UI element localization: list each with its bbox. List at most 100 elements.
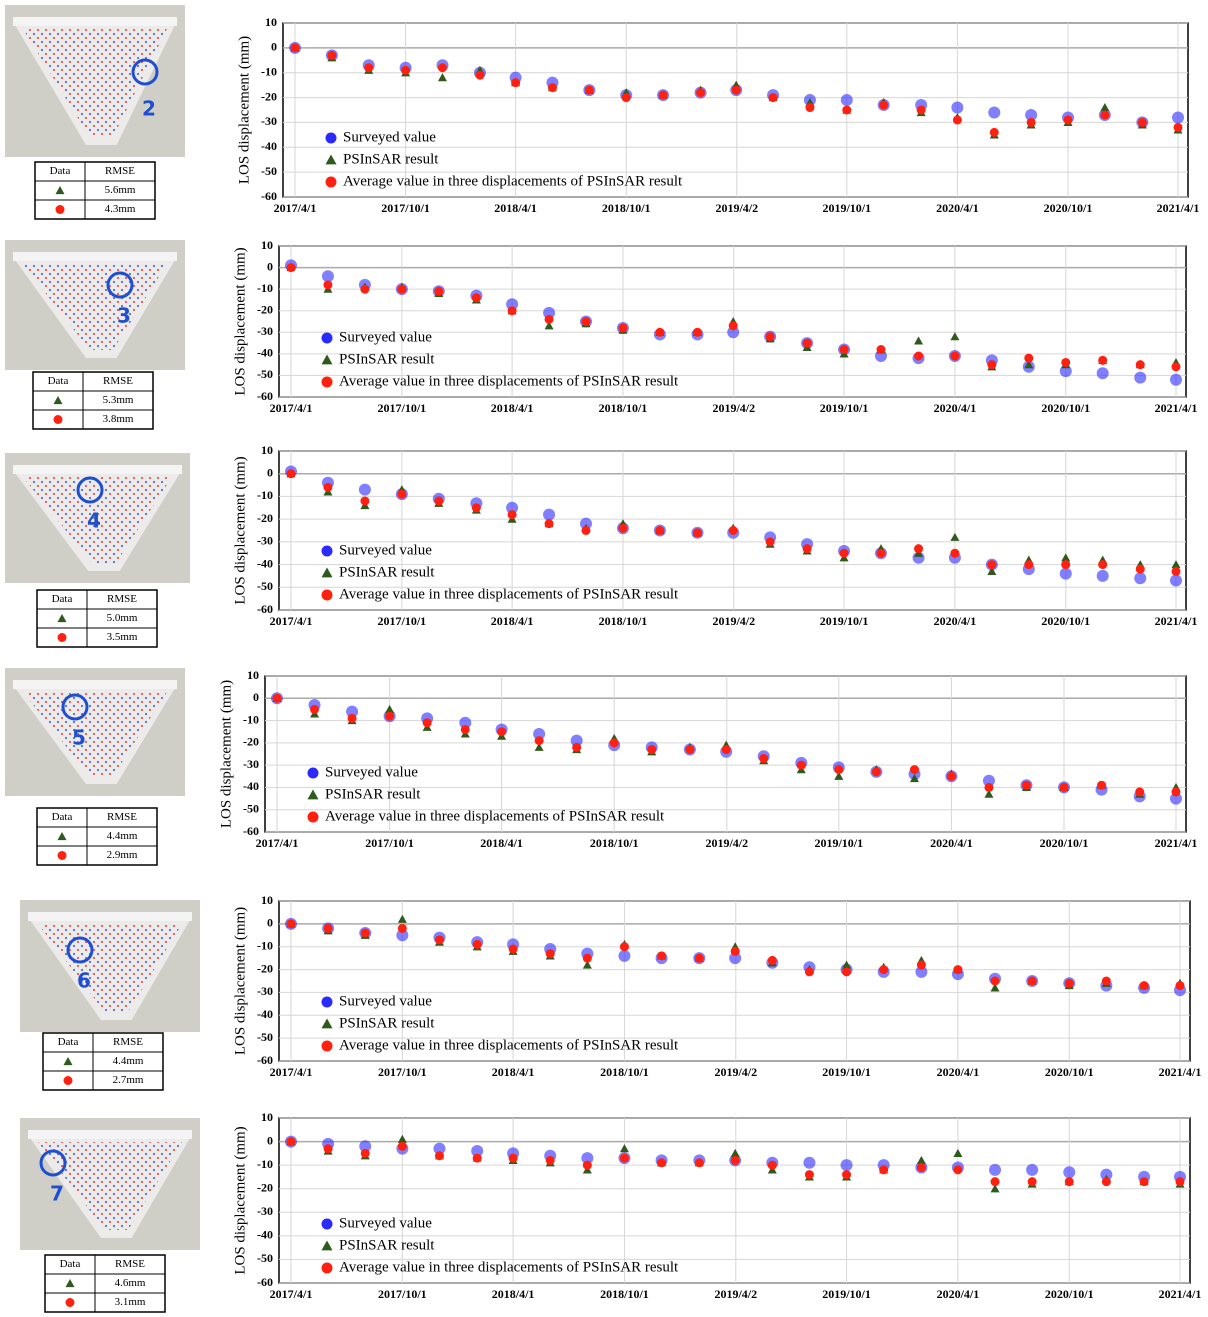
legend-symbol: [321, 567, 333, 578]
rmse-value: 3.8mm: [103, 413, 134, 425]
y-tick-label: 0: [271, 40, 277, 54]
circle-point: [1134, 572, 1147, 585]
triangle-point: [842, 960, 852, 969]
x-tick-label: 2017/4/1: [270, 1287, 313, 1301]
table-symbol: [57, 614, 67, 623]
site-label: 2: [142, 97, 156, 121]
plot-area: [278, 1117, 1191, 1284]
y-tick-label: 10: [261, 443, 273, 457]
rmse-table: [32, 371, 154, 430]
x-tick-label: 2020/10/1: [1045, 1287, 1094, 1301]
circle-point: [1098, 355, 1108, 365]
circle-point: [460, 724, 470, 734]
circle-point: [909, 765, 919, 775]
circle-point: [914, 544, 924, 554]
x-tick-label: 2019/4/2: [712, 401, 755, 415]
circle-point: [544, 314, 554, 324]
circle-point: [729, 952, 742, 965]
triangle-point: [397, 914, 407, 923]
circle-point: [396, 929, 409, 942]
x-tick-label: 2020/4/1: [937, 1065, 980, 1079]
x-tick-label: 2019/4/2: [714, 1287, 757, 1301]
circle-point: [1171, 362, 1181, 372]
y-axis-label: LOS displacement (mm): [232, 456, 248, 604]
rmse-table: [36, 807, 158, 866]
table-symbol: [55, 205, 65, 214]
rmse-value: 3.1mm: [115, 1296, 146, 1308]
map-crest: [13, 252, 177, 261]
circle-point: [767, 955, 777, 965]
circle-point: [767, 1160, 777, 1170]
circle-point: [802, 338, 812, 348]
table-header: RMSE: [103, 375, 133, 387]
circle-point: [842, 1170, 852, 1180]
circle-point: [507, 510, 517, 520]
circle-point: [657, 1158, 667, 1168]
y-tick-label: -50: [257, 579, 273, 593]
circle-point: [915, 965, 928, 978]
x-tick-label: 2018/4/1: [491, 401, 534, 415]
y-tick-label: -60: [257, 1275, 273, 1289]
x-tick-label: 2021/4/1: [1155, 836, 1198, 850]
circle-point: [1059, 567, 1072, 580]
table-symbol: [63, 1076, 73, 1085]
x-tick-label: 2020/10/1: [1045, 1065, 1094, 1079]
circle-point: [619, 942, 629, 952]
circle-point: [286, 1137, 296, 1147]
x-tick-label: 2018/4/1: [492, 1287, 535, 1301]
circle-point: [572, 742, 582, 752]
map-crest: [13, 465, 182, 474]
legend-label: PSInSAR result: [339, 564, 435, 580]
x-tick-label: 2020/10/1: [1044, 201, 1093, 215]
circle-point: [1064, 978, 1074, 988]
circle-point: [765, 332, 775, 342]
circle-point: [805, 103, 815, 113]
circle-point: [647, 745, 657, 755]
x-tick-label: 2018/10/1: [600, 1287, 649, 1301]
x-tick-label: 2020/4/1: [937, 1287, 980, 1301]
x-tick-label: 2018/4/1: [480, 836, 523, 850]
y-axis-label: LOS displacement (mm): [232, 1126, 248, 1274]
triangle-point: [544, 321, 554, 330]
x-tick-label: 2021/4/1: [1159, 1065, 1202, 1079]
circle-point: [876, 345, 886, 355]
rmse-table: [44, 1254, 166, 1313]
y-tick-label: -10: [257, 488, 273, 502]
triangle-point: [987, 566, 997, 575]
triangle-point: [397, 1134, 407, 1143]
y-tick-label: -40: [257, 1007, 273, 1021]
legend-label: PSInSAR result: [339, 351, 435, 367]
x-tick-label: 2018/10/1: [600, 1065, 649, 1079]
circle-point: [511, 78, 521, 88]
y-tick-label: -60: [257, 1053, 273, 1067]
circle-point: [1139, 1177, 1149, 1187]
circle-point: [544, 519, 554, 529]
x-tick-label: 2019/4/2: [714, 1065, 757, 1079]
x-tick-label: 2018/10/1: [602, 201, 651, 215]
y-tick-label: -50: [257, 1251, 273, 1265]
y-tick-label: 0: [267, 259, 273, 273]
circle-point: [946, 771, 956, 781]
legend-label: Average value in three displacements of …: [339, 1259, 679, 1275]
table-header: Data: [58, 1036, 79, 1048]
circle-point: [397, 1141, 407, 1151]
legend-symbol: [307, 811, 319, 823]
x-tick-label: 2020/4/1: [930, 836, 973, 850]
circle-point: [984, 782, 994, 792]
circle-point: [1061, 357, 1071, 367]
x-tick-label: 2018/4/1: [492, 1065, 535, 1079]
circle-point: [618, 323, 628, 333]
x-tick-label: 2020/4/1: [934, 614, 977, 628]
circle-point: [545, 1155, 555, 1165]
circle-point: [533, 727, 546, 740]
map-crest: [28, 912, 192, 921]
rmse-value: 4.3mm: [105, 203, 136, 215]
x-tick-label: 2019/4/2: [715, 201, 758, 215]
site-marker: [39, 1149, 67, 1177]
y-tick-label: 10: [265, 15, 277, 29]
rmse-table: [42, 1032, 164, 1091]
site-marker: [66, 936, 94, 964]
y-tick-label: -20: [257, 1180, 273, 1194]
circle-point: [1061, 560, 1071, 570]
triangle-point: [990, 1184, 1000, 1193]
